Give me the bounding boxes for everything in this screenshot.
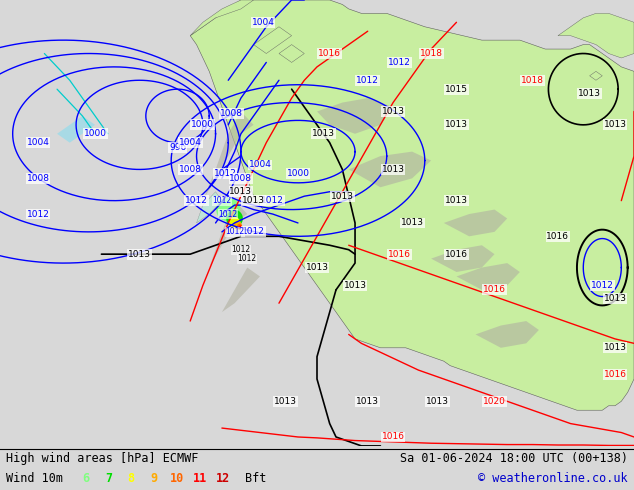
Text: 1012: 1012 — [219, 210, 238, 219]
Text: 1013: 1013 — [274, 397, 297, 406]
Text: 1015: 1015 — [445, 85, 468, 94]
Text: 7: 7 — [105, 472, 112, 486]
Text: 1000: 1000 — [191, 121, 214, 129]
Polygon shape — [239, 226, 242, 229]
Polygon shape — [190, 0, 254, 36]
Text: 1013: 1013 — [604, 294, 626, 303]
Text: 1008: 1008 — [179, 165, 202, 174]
Text: 1013: 1013 — [230, 187, 252, 196]
Text: 1012: 1012 — [214, 170, 236, 178]
Polygon shape — [590, 72, 602, 80]
Polygon shape — [238, 224, 242, 229]
Text: 1012: 1012 — [238, 254, 257, 263]
Text: 1012: 1012 — [591, 281, 614, 290]
Polygon shape — [431, 245, 495, 272]
Text: 1004: 1004 — [252, 18, 275, 27]
Polygon shape — [197, 192, 222, 223]
Text: 1004: 1004 — [249, 161, 271, 170]
Text: Bft: Bft — [245, 472, 267, 486]
Text: © weatheronline.co.uk: © weatheronline.co.uk — [478, 472, 628, 486]
Text: 1013: 1013 — [401, 219, 424, 227]
Text: 1012: 1012 — [388, 58, 411, 67]
Text: 1013: 1013 — [312, 129, 335, 138]
Polygon shape — [230, 218, 240, 228]
Polygon shape — [558, 13, 634, 58]
Text: 1016: 1016 — [318, 49, 341, 58]
Text: 1013: 1013 — [445, 121, 468, 129]
Text: 1000: 1000 — [287, 170, 309, 178]
Text: 1012: 1012 — [225, 227, 244, 236]
Text: 1008: 1008 — [27, 174, 49, 183]
Text: 1018: 1018 — [420, 49, 443, 58]
Text: Sa 01-06-2024 18:00 UTC (00+138): Sa 01-06-2024 18:00 UTC (00+138) — [399, 452, 628, 465]
Text: 1012: 1012 — [212, 196, 231, 205]
Polygon shape — [349, 151, 431, 187]
Text: 1013: 1013 — [382, 107, 404, 116]
Text: 1018: 1018 — [521, 76, 544, 85]
Text: 1012: 1012 — [185, 196, 208, 205]
Text: 1000: 1000 — [84, 129, 107, 138]
Polygon shape — [444, 210, 507, 236]
Text: 1012: 1012 — [261, 196, 284, 205]
Polygon shape — [235, 221, 241, 229]
Text: 8: 8 — [127, 472, 135, 486]
Text: 1013: 1013 — [344, 281, 366, 290]
Text: 1004: 1004 — [179, 138, 202, 147]
Text: 1013: 1013 — [426, 397, 449, 406]
Polygon shape — [203, 112, 254, 201]
Text: 1013: 1013 — [445, 196, 468, 205]
Text: 1012: 1012 — [27, 210, 49, 219]
Text: 1013: 1013 — [242, 196, 265, 205]
Text: 1013: 1013 — [604, 343, 626, 352]
Polygon shape — [209, 201, 247, 268]
Polygon shape — [227, 211, 242, 226]
Polygon shape — [254, 27, 292, 53]
Text: 12: 12 — [216, 472, 230, 486]
Polygon shape — [279, 45, 304, 62]
Text: 1016: 1016 — [604, 370, 626, 379]
Text: 6: 6 — [82, 472, 89, 486]
Polygon shape — [222, 268, 260, 312]
Polygon shape — [217, 198, 240, 220]
Polygon shape — [317, 98, 393, 134]
Text: 1012: 1012 — [242, 227, 265, 236]
Text: 1013: 1013 — [128, 250, 151, 259]
Polygon shape — [57, 116, 95, 143]
Text: 1016: 1016 — [445, 250, 468, 259]
Text: 1013: 1013 — [382, 165, 404, 174]
Text: 1013: 1013 — [604, 121, 626, 129]
Text: 1016: 1016 — [547, 232, 569, 241]
Text: 1016: 1016 — [388, 250, 411, 259]
Text: 1013: 1013 — [306, 263, 328, 272]
Text: 1013: 1013 — [356, 397, 379, 406]
Text: 1016: 1016 — [382, 433, 404, 441]
Polygon shape — [190, 0, 634, 410]
Text: Wind 10m: Wind 10m — [6, 472, 63, 486]
Text: High wind areas [hPa] ECMWF: High wind areas [hPa] ECMWF — [6, 452, 198, 465]
Text: 1008: 1008 — [220, 109, 243, 118]
Text: 1008: 1008 — [230, 174, 252, 183]
Text: 11: 11 — [193, 472, 207, 486]
Text: 1012: 1012 — [231, 245, 250, 254]
Text: 1013: 1013 — [578, 89, 601, 98]
Text: 9: 9 — [150, 472, 158, 486]
Polygon shape — [456, 263, 520, 290]
Text: 1016: 1016 — [483, 285, 506, 294]
Text: 1004: 1004 — [27, 138, 49, 147]
Text: 10: 10 — [170, 472, 184, 486]
Text: 1020: 1020 — [483, 397, 506, 406]
Polygon shape — [476, 321, 539, 348]
Text: 1013: 1013 — [331, 192, 354, 201]
Text: 1012: 1012 — [356, 76, 379, 85]
Text: 996: 996 — [169, 143, 186, 151]
